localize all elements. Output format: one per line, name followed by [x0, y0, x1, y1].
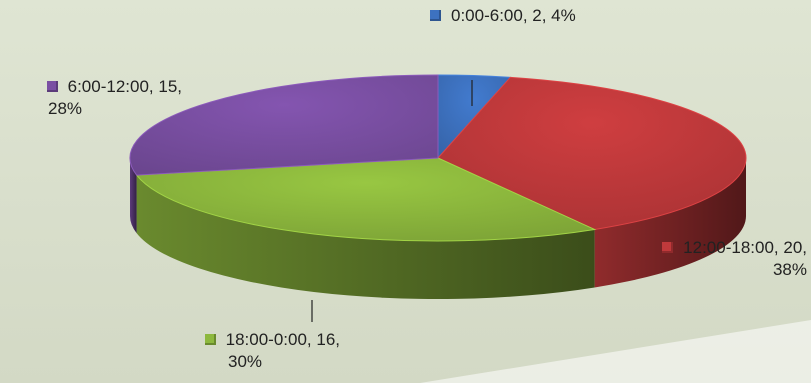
- leader-lines: [311, 80, 473, 322]
- pie-side-1: [594, 158, 746, 288]
- data-label-6-12: 6:00-12:00, 15, 28%: [46, 77, 182, 118]
- data-label-12-18: 12:00-18:00, 20, 38%: [622, 237, 807, 281]
- pie-slice-3: [129, 74, 439, 176]
- pie-tops: [129, 74, 747, 242]
- legend-swatch-blue: [430, 10, 441, 21]
- pie-side-2: [136, 175, 595, 299]
- decorative-white-swoosh: [420, 320, 811, 383]
- pie-slice-1: [437, 76, 747, 230]
- legend-swatch-green: [204, 334, 216, 345]
- data-label-0-6: 0:00-6:00, 2, 4%: [430, 5, 576, 27]
- data-label-18-0: 18:00-0:00, 16, 30%: [140, 329, 340, 373]
- pie-slice-2: [135, 157, 597, 242]
- legend-swatch-red: [662, 242, 674, 253]
- legend-swatch-purple: [46, 81, 58, 92]
- pie-side-3: [130, 158, 137, 234]
- pie-sides: [130, 158, 746, 299]
